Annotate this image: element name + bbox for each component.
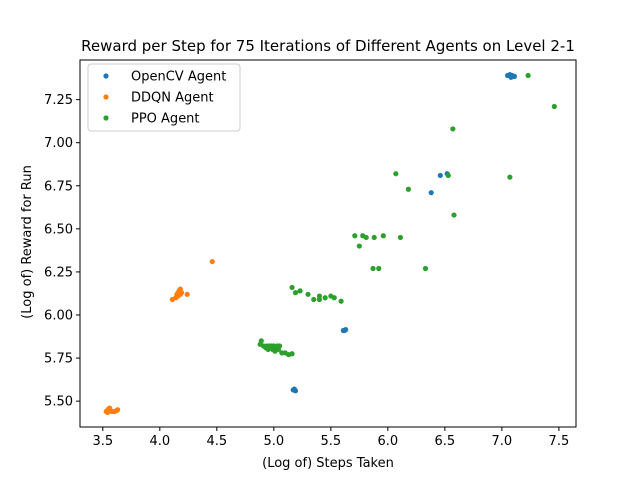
data-point	[107, 405, 113, 411]
data-point	[258, 338, 264, 344]
data-point	[331, 295, 337, 301]
data-point	[525, 72, 531, 79]
data-point	[292, 290, 299, 296]
data-point	[422, 265, 429, 272]
data-point	[380, 233, 386, 239]
x-tick-label: 6.0	[378, 434, 399, 449]
legend-box	[87, 63, 241, 132]
data-point	[363, 234, 369, 241]
y-tick-label: 5.50	[44, 395, 73, 410]
legend-label: PPO Agent	[131, 112, 200, 127]
data-point	[371, 234, 377, 241]
data-point	[445, 172, 451, 179]
data-point	[297, 288, 303, 294]
data-point	[104, 409, 110, 415]
y-tick-label: 7.00	[44, 136, 73, 151]
y-tick-label: 6.50	[44, 222, 73, 237]
y-tick-label: 6.75	[44, 179, 73, 194]
data-point	[397, 234, 403, 241]
data-point	[376, 265, 382, 272]
data-point	[352, 233, 358, 239]
y-tick-label: 5.75	[44, 352, 73, 367]
data-point	[316, 296, 323, 303]
x-tick-label: 7.0	[492, 434, 513, 449]
plot-area	[79, 59, 577, 428]
data-point	[276, 343, 283, 349]
x-tick-label: 4.0	[149, 434, 170, 449]
x-axis: 3.5 4.0 4.5 5.0 5.5 6.0 6.5 7.0 7.5	[92, 427, 569, 449]
series-2	[257, 72, 557, 358]
data-point	[305, 291, 311, 297]
data-point	[311, 296, 317, 303]
legend-label: DDQN Agent	[131, 91, 214, 106]
x-tick-label: 5.0	[263, 434, 284, 449]
data-point	[450, 126, 456, 132]
y-axis-label: (Log of) Reward for Run	[20, 165, 35, 319]
data-point	[508, 74, 514, 80]
data-point	[338, 298, 344, 304]
y-axis: 5.50 5.75 6.00 6.25 6.50 6.75 7.00 7.25	[44, 93, 80, 410]
data-point	[507, 174, 513, 180]
data-point	[184, 291, 190, 297]
x-tick-label: 7.5	[549, 434, 570, 449]
legend-marker	[103, 73, 109, 79]
x-tick-label: 6.5	[435, 434, 456, 449]
legend-marker	[103, 115, 109, 121]
data-point	[209, 258, 215, 265]
data-point	[451, 212, 457, 218]
data-point	[289, 284, 295, 291]
data-point	[405, 186, 411, 192]
data-point	[289, 351, 295, 357]
data-point	[115, 407, 121, 413]
data-point	[340, 327, 346, 334]
series-1	[103, 258, 215, 415]
data-point	[551, 103, 557, 110]
legend: OpenCV Agent DDQN Agent PPO Agent	[87, 63, 241, 132]
data-point	[370, 265, 376, 272]
data-point	[356, 243, 362, 249]
legend-label: OpenCV Agent	[131, 70, 226, 85]
y-tick-label: 7.25	[44, 93, 73, 108]
x-tick-label: 5.5	[321, 434, 342, 449]
data-point	[290, 387, 296, 393]
x-tick-label: 4.5	[206, 434, 227, 449]
data-point	[437, 172, 443, 179]
y-tick-label: 6.25	[44, 265, 73, 280]
x-tick-label: 3.5	[92, 434, 113, 449]
data-point	[322, 295, 328, 301]
data-point	[428, 190, 434, 196]
y-tick-label: 6.00	[44, 309, 73, 324]
x-axis-label: (Log of) Steps Taken	[262, 456, 394, 471]
legend-marker	[103, 94, 109, 100]
chart-title: Reward per Step for 75 Iterations of Dif…	[81, 37, 575, 55]
data-point	[177, 291, 183, 297]
data-point	[393, 171, 399, 177]
plot-frame	[79, 59, 577, 428]
